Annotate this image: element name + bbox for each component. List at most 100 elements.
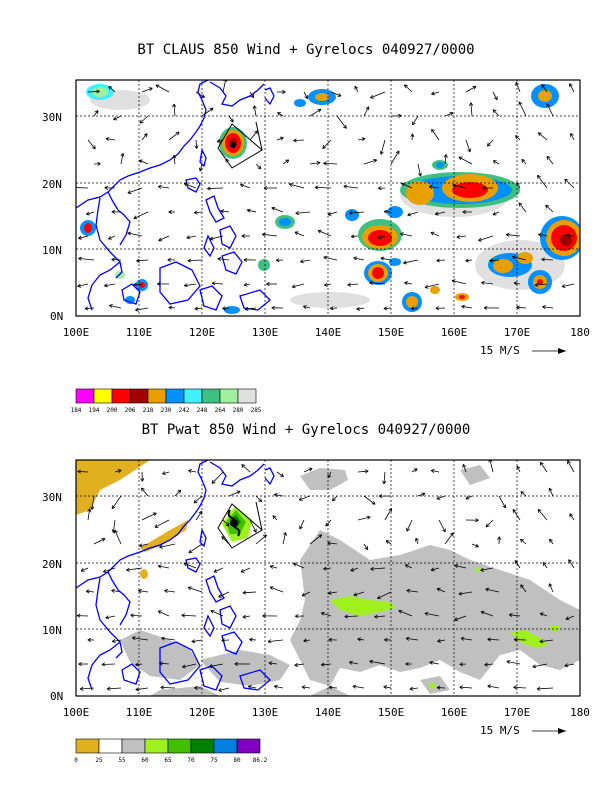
- wind-arrow: [486, 139, 494, 147]
- wind-arrow: [184, 283, 197, 288]
- wind-arrow: [567, 460, 575, 473]
- wind-arrow: [404, 281, 413, 286]
- wind-arrow: [458, 156, 473, 165]
- wind-arrow: [249, 519, 257, 533]
- wind-arrow: [78, 235, 89, 240]
- wind-arrow: [452, 183, 467, 189]
- colorbar: 184 194 200 206 218 230 242 248 264 280 285: [71, 388, 262, 414]
- wind-arrow: [412, 115, 419, 126]
- claus-wind-map: 30N 20N 10N 0N 100E 110E 120E 130E 140E 150E 1…: [42, 79, 590, 414]
- wind-arrow: [271, 305, 284, 310]
- wind-arrow: [322, 139, 332, 149]
- colorbar-label: 194: [89, 407, 100, 414]
- x-tick-label: 140E: [315, 706, 342, 719]
- colorbar-swatch: [237, 388, 257, 404]
- wind-arrow: [516, 305, 527, 310]
- x-tick-label: 120E: [189, 326, 216, 339]
- wind-arrow: [113, 115, 122, 121]
- wind-arrow: [79, 686, 95, 691]
- wind-arrow: [459, 662, 467, 667]
- wind-arrow: [548, 583, 554, 593]
- wind-arrow: [331, 495, 338, 502]
- wind-arrow: [132, 636, 149, 641]
- wind-arrow: [164, 589, 176, 594]
- wind-arrow: [480, 567, 494, 572]
- scale-arrowhead: [558, 728, 566, 734]
- wind-arrow: [130, 613, 143, 618]
- wind-arrow: [133, 282, 143, 287]
- wind-arrow: [111, 639, 122, 644]
- x-tick-label: 130E: [252, 706, 279, 719]
- wind-arrow: [411, 468, 418, 473]
- wind-arrow: [168, 131, 180, 141]
- wind-arrow: [183, 562, 197, 569]
- wind-arrow: [101, 662, 116, 667]
- wind-arrow: [352, 684, 365, 689]
- wind-arrow: [220, 209, 230, 214]
- typhoon-center-icon: [230, 142, 236, 148]
- wind-arrow: [242, 590, 257, 595]
- colorbar-swatch: [121, 738, 146, 754]
- wind-arrow: [141, 87, 153, 93]
- wind-arrow: [384, 507, 393, 521]
- wind-arrow: [323, 566, 332, 571]
- wind-arrow: [106, 686, 122, 691]
- wind-arrow: [299, 519, 305, 530]
- wind-arrow: [126, 567, 143, 572]
- wind-arrow: [249, 130, 258, 141]
- wind-arrow: [193, 495, 203, 504]
- wind-arrow: [348, 210, 365, 215]
- wind-arrow: [465, 495, 473, 500]
- wind-arrow: [87, 89, 100, 94]
- wind-arrow: [289, 182, 305, 189]
- wind-arrow: [513, 281, 521, 286]
- wind-arrow: [104, 283, 116, 288]
- wind-arrow: [109, 304, 122, 309]
- wind-arrow: [160, 685, 176, 690]
- wind-arrow: [76, 185, 89, 190]
- wind-arrow: [209, 235, 224, 241]
- wind-arrow: [363, 543, 369, 551]
- wind-arrow: [103, 567, 116, 573]
- wind-arrow: [211, 281, 224, 286]
- wind-arrow: [140, 471, 145, 482]
- wind-arrow: [357, 637, 365, 642]
- wind-arrow: [568, 559, 575, 569]
- wind-arrow: [114, 469, 122, 474]
- wind-arrow: [222, 519, 230, 527]
- wind-arrow: [168, 305, 176, 310]
- wind-arrow: [508, 613, 521, 618]
- colorbar-label: 285: [251, 407, 262, 414]
- wind-arrow: [210, 609, 224, 617]
- wind-arrow: [561, 283, 575, 289]
- wind-arrow: [357, 515, 371, 521]
- wind-arrow: [191, 639, 203, 644]
- y-tick-label: 30N: [42, 491, 62, 504]
- wind-arrow: [405, 661, 413, 667]
- wind-arrow: [538, 232, 548, 237]
- colorbar-label: 86.2: [253, 757, 268, 764]
- colorbar-label: 206: [125, 407, 136, 414]
- wind-arrow: [564, 663, 575, 668]
- wind-arrow: [436, 258, 446, 263]
- wind-arrow: [309, 160, 321, 166]
- wind-arrow: [138, 159, 149, 165]
- wind-arrow: [431, 91, 440, 96]
- wind-arrow: [438, 519, 446, 533]
- colorbar-label: 65: [164, 757, 172, 764]
- wind-arrow: [114, 529, 122, 545]
- wind-arrow: [80, 567, 89, 572]
- wind-arrow: [294, 231, 305, 237]
- wind-arrow: [363, 158, 378, 165]
- wind-arrow: [456, 234, 467, 239]
- wind-arrow: [255, 495, 263, 503]
- wind-arrow: [138, 589, 149, 594]
- wind-vectors: [76, 460, 575, 692]
- wind-arrow: [243, 282, 251, 287]
- wind-arrow: [385, 540, 392, 545]
- colorbar-swatch: [144, 738, 169, 754]
- wind-arrow: [565, 615, 575, 621]
- wind-arrow: [104, 185, 116, 190]
- wind-arrow: [221, 536, 230, 545]
- wind-arrow: [172, 154, 177, 165]
